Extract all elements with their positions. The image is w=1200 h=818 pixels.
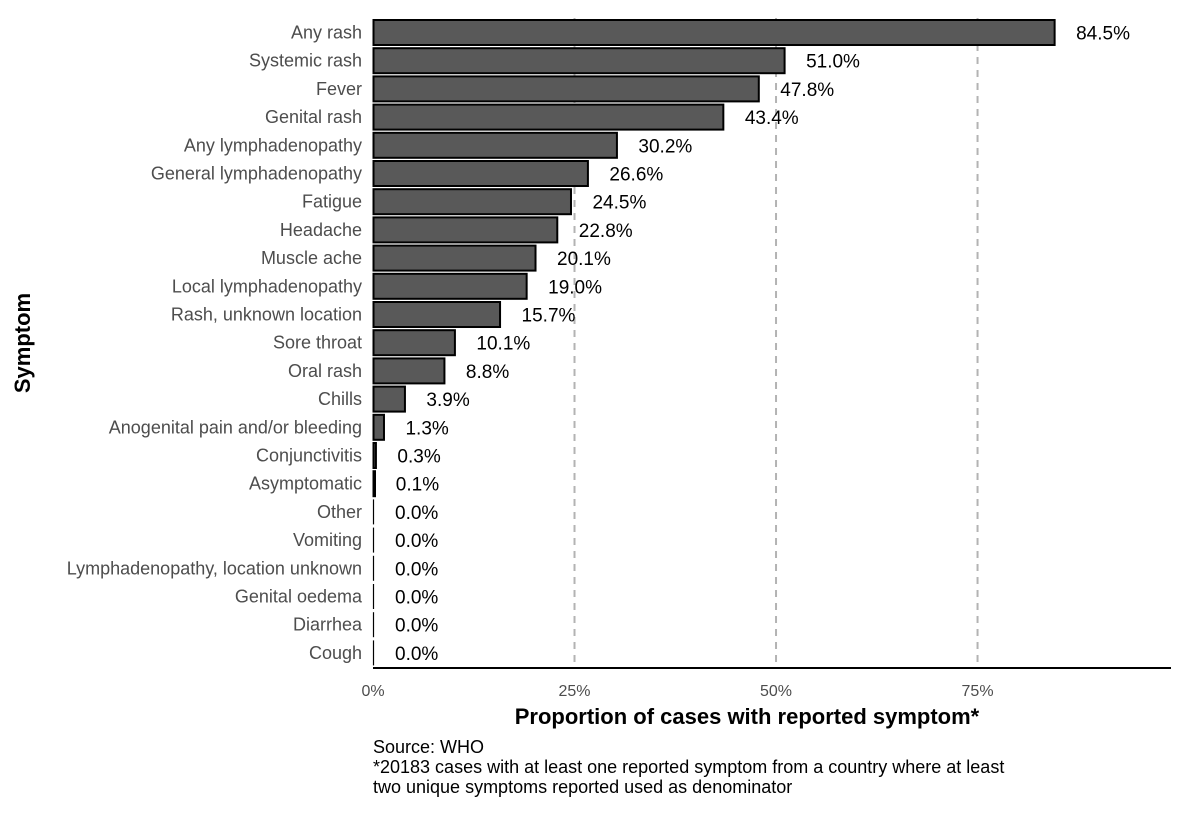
bar	[372, 301, 502, 328]
x-tick-labels: 0% 25% 50% 75%	[361, 683, 993, 700]
category-label: Headache	[280, 220, 362, 240]
value-label: 47.8%	[780, 80, 834, 101]
category-label: Any rash	[291, 23, 362, 43]
category-labels: Any rash Systemic rash Fever Genital rash An…	[67, 23, 363, 663]
bar	[372, 131, 618, 159]
value-label: 0.0%	[395, 531, 438, 552]
category-label: Lymphadenopathy, location unknown	[67, 558, 362, 578]
bar	[372, 442, 377, 469]
value-label: 15.7%	[522, 306, 576, 327]
category-label: Genital rash	[265, 107, 362, 127]
value-label: 43.4%	[745, 108, 799, 129]
bars	[372, 19, 1056, 666]
value-label: 20.1%	[557, 249, 611, 270]
bar	[372, 385, 406, 413]
category-label: Sore throat	[273, 333, 362, 353]
x-tick-label: 75%	[962, 683, 994, 700]
value-label: 22.8%	[579, 221, 633, 242]
value-labels: 84.5% 51.0% 47.8% 43.4% 30.2% 26.6% 24.5% 22.8%…	[395, 24, 1130, 665]
value-label: 1.3%	[405, 418, 448, 439]
category-label: Systemic rash	[249, 51, 362, 71]
value-label: 0.0%	[395, 559, 438, 580]
value-label: 51.0%	[806, 52, 860, 73]
value-label: 0.3%	[397, 447, 440, 468]
y-axis-title: Symptom	[10, 293, 35, 393]
value-label: 10.1%	[476, 334, 530, 355]
value-label: 26.6%	[609, 165, 663, 186]
bar	[372, 216, 559, 244]
value-label: 8.8%	[466, 362, 509, 383]
x-tick-label: 50%	[760, 683, 792, 700]
x-axis-title: Proportion of cases with reported sympto…	[515, 704, 980, 729]
bar	[372, 188, 572, 216]
value-label: 0.0%	[395, 503, 438, 524]
x-tick-label: 25%	[558, 683, 590, 700]
value-label: 0.0%	[395, 616, 438, 637]
category-label: Rash, unknown location	[171, 305, 362, 325]
x-tick-label: 0%	[361, 683, 384, 700]
category-label: Fever	[316, 79, 362, 99]
value-label: 30.2%	[638, 136, 692, 157]
category-label: Oral rash	[288, 361, 362, 381]
value-label: 0.0%	[395, 588, 438, 609]
category-label: Chills	[318, 389, 362, 409]
category-label: Fatigue	[302, 192, 362, 212]
value-label: 0.0%	[395, 644, 438, 665]
bar	[372, 160, 589, 187]
category-label: Conjunctivitis	[256, 446, 362, 466]
bar	[372, 19, 1056, 46]
category-label: General lymphadenopathy	[151, 164, 362, 184]
category-label: Cough	[309, 643, 362, 663]
bar	[372, 103, 725, 131]
category-label: Anogenital pain and/or bleeding	[109, 417, 362, 437]
caption-note-line-1: *20183 cases with at least one reported …	[373, 757, 1005, 777]
bar	[372, 470, 376, 498]
category-label: Other	[317, 502, 362, 522]
caption: Source: WHO *20183 cases with at least o…	[373, 737, 1173, 797]
bar	[372, 47, 786, 75]
value-label: 19.0%	[548, 277, 602, 298]
category-label: Diarrhea	[293, 615, 363, 635]
bar	[372, 75, 760, 103]
value-label: 0.1%	[396, 475, 439, 496]
bar	[372, 272, 528, 300]
category-label: Local lymphadenopathy	[172, 276, 362, 296]
category-label: Muscle ache	[261, 248, 362, 268]
value-label: 24.5%	[592, 193, 646, 214]
category-label: Asymptomatic	[249, 474, 362, 494]
bar	[372, 244, 537, 272]
value-label: 3.9%	[426, 390, 469, 411]
caption-source: Source: WHO	[373, 737, 485, 757]
category-label: Any lymphadenopathy	[184, 135, 362, 155]
category-label: Vomiting	[293, 530, 362, 550]
bar	[372, 413, 385, 441]
caption-note-line-2: two unique symptoms reported used as den…	[373, 777, 793, 797]
bar	[372, 357, 446, 385]
value-label: 84.5%	[1076, 24, 1130, 45]
bar	[372, 329, 456, 357]
category-label: Genital oedema	[235, 587, 363, 607]
